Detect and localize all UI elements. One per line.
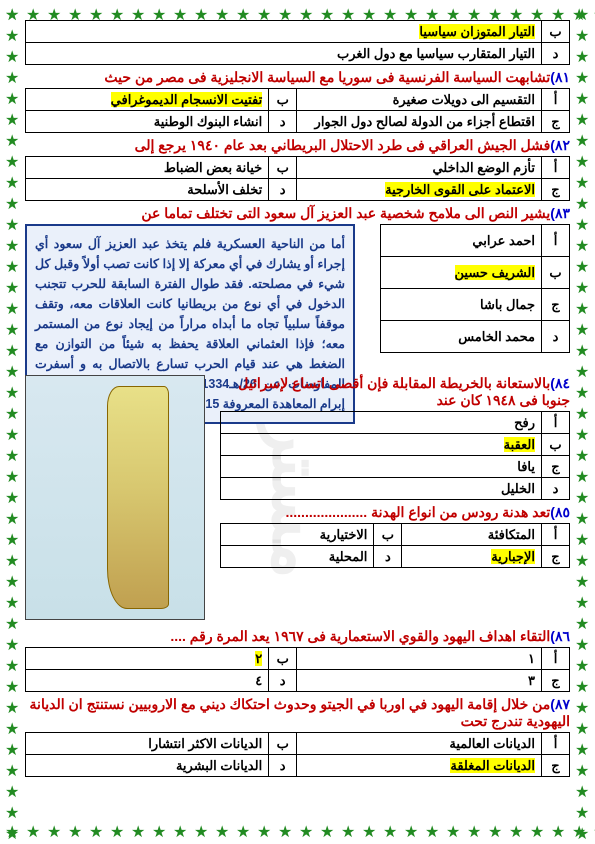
question-86: ٨٦)التقاء اهداف اليهود والقوي الاستعماري…	[25, 628, 570, 645]
page-content: ب التيار المتوزان سياسيا د التيار المتقا…	[25, 20, 570, 822]
cell-letter: ب	[542, 21, 570, 43]
question-87: ٨٧)من خلال إقامة اليهود في اوربا في الجي…	[25, 696, 570, 730]
question-85: ٨٥)تعد هدنة رودس من انواع الهدنة .......…	[215, 504, 570, 521]
question-83: ٨٣)يشير النص الى ملامح شخصية عبد العزيز …	[25, 205, 570, 222]
q85-options: أالمتكافئة بالاختيارية جالإجبارية دالمحل…	[220, 523, 570, 568]
question-82: ٨٢)فشل الجيش العراقي فى طرد الاحتلال الب…	[25, 137, 570, 154]
cell-text: التيار المتقارب سياسيا مع دول الغرب	[26, 43, 542, 65]
top-table: ب التيار المتوزان سياسيا د التيار المتقا…	[25, 20, 570, 65]
cell-letter: د	[542, 43, 570, 65]
map-image	[25, 375, 205, 620]
q84-row: ٨٤)بالاستعانة بالخريطة المقابلة فإن أقصى…	[25, 375, 570, 625]
q84-options: أرفح بالعقبة جيافا دالخليل	[220, 411, 570, 500]
q81-options: أالتقسيم الى دويلات صغيرة بتفتيت الانسجا…	[25, 88, 570, 133]
cell-text: التيار المتوزان سياسيا	[26, 21, 542, 43]
question-81: ٨١)تشابهت السياسة الفرنسية فى سوريا مع ا…	[25, 69, 570, 86]
q86-options: أ١ ب٢ ج٣ د٤	[25, 647, 570, 692]
q87-options: أالديانات العالمية بالديانات الاكثر انتش…	[25, 732, 570, 777]
q82-options: أتأزم الوضع الداخلي بخيانة بعض الضباط جا…	[25, 156, 570, 201]
q83-row: أاحمد عرابي بالشريف حسين ججمال باشا دمحم…	[25, 224, 570, 372]
q83-names: أاحمد عرابي بالشريف حسين ججمال باشا دمحم…	[380, 224, 570, 353]
question-84: ٨٤)بالاستعانة بالخريطة المقابلة فإن أقصى…	[215, 375, 570, 409]
